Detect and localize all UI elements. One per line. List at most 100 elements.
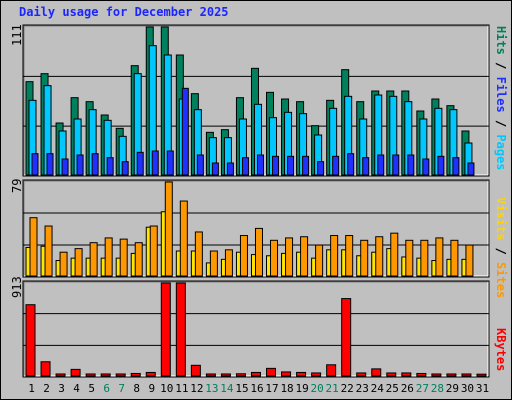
bar-sites-4	[74, 248, 83, 277]
bar-kbytes-31	[476, 373, 487, 377]
bar-kbytes-28	[431, 373, 442, 377]
legend-pages: Pages	[494, 134, 508, 171]
bar-kbytes-4	[70, 368, 81, 377]
bar-sites-1	[29, 217, 38, 277]
day-label-26: 26	[401, 382, 414, 395]
bar-sites-20	[315, 244, 324, 277]
day-label-23: 23	[356, 382, 369, 395]
bar-kbytes-16	[250, 371, 261, 377]
mid-panel-max-label: 79	[10, 178, 24, 193]
bar-kbytes-9	[145, 371, 156, 377]
legend-visits: Visits	[494, 197, 508, 241]
bar-sites-13	[209, 250, 218, 277]
bar-kbytes-23	[356, 372, 367, 377]
bar-kbytes-24	[371, 368, 382, 377]
day-label-20: 20	[311, 382, 324, 395]
day-label-8: 8	[133, 382, 140, 395]
bar-sites-30	[465, 244, 474, 277]
bar-kbytes-2	[40, 361, 51, 377]
bar-pages-10	[166, 150, 174, 176]
bar-pages-28	[437, 155, 445, 176]
bar-pages-21	[332, 155, 340, 176]
day-label-6: 6	[103, 382, 110, 395]
bar-sites-28	[435, 237, 444, 277]
bar-pages-27	[422, 158, 430, 176]
bar-sites-29	[450, 239, 459, 277]
day-label-18: 18	[280, 382, 293, 395]
day-label-22: 22	[341, 382, 354, 395]
day-label-17: 17	[265, 382, 278, 395]
day-label-12: 12	[190, 382, 203, 395]
day-label-4: 4	[73, 382, 80, 395]
bar-sites-8	[134, 242, 143, 277]
top-panel-max-label: 111	[10, 24, 24, 46]
bar-sites-16	[254, 227, 263, 277]
bar-kbytes-12	[190, 364, 201, 377]
bar-pages-11	[181, 87, 189, 176]
bar-sites-19	[300, 236, 309, 277]
legend-sep-2: /	[494, 112, 508, 135]
day-label-19: 19	[295, 382, 308, 395]
bar-pages-12	[196, 154, 204, 176]
bar-kbytes-8	[130, 372, 141, 377]
bar-kbytes-26	[401, 372, 412, 377]
day-label-9: 9	[148, 382, 155, 395]
bar-kbytes-7	[115, 373, 126, 377]
bar-sites-5	[89, 242, 98, 277]
bar-pages-5	[91, 153, 99, 176]
bar-kbytes-15	[235, 373, 246, 377]
bar-pages-19	[302, 155, 310, 176]
bar-kbytes-11	[175, 282, 186, 377]
bar-sites-3	[59, 251, 68, 277]
legend-sep-3: /	[494, 240, 508, 263]
bar-sites-2	[44, 225, 53, 277]
bar-kbytes-17	[266, 367, 277, 377]
bar-sites-12	[194, 231, 203, 277]
bar-pages-2	[46, 153, 54, 176]
bar-sites-14	[224, 249, 233, 277]
bar-kbytes-19	[296, 371, 307, 377]
day-label-1: 1	[28, 382, 35, 395]
bar-pages-1	[31, 153, 39, 176]
bar-sites-26	[405, 239, 414, 277]
day-label-21: 21	[326, 382, 339, 395]
bar-pages-3	[61, 158, 69, 176]
bar-sites-25	[390, 232, 399, 277]
day-label-31: 31	[476, 382, 489, 395]
bar-kbytes-21	[326, 364, 337, 377]
day-label-25: 25	[386, 382, 399, 395]
day-label-5: 5	[88, 382, 95, 395]
bar-sites-21	[330, 235, 339, 277]
bar-kbytes-3	[55, 373, 66, 377]
day-label-14: 14	[220, 382, 234, 395]
bot-panel-max-label: 913	[10, 276, 24, 298]
day-label-2: 2	[43, 382, 50, 395]
bar-pages-25	[392, 154, 400, 176]
day-label-11: 11	[175, 382, 188, 395]
bar-sites-17	[270, 239, 279, 277]
day-label-28: 28	[431, 382, 444, 395]
legend-sep-1: /	[494, 54, 508, 77]
bar-sites-15	[239, 235, 248, 277]
bar-sites-24	[375, 236, 384, 277]
bar-pages-7	[121, 161, 129, 176]
bar-kbytes-27	[416, 372, 427, 377]
bar-kbytes-6	[100, 373, 111, 377]
day-label-16: 16	[250, 382, 263, 395]
bar-pages-20	[317, 161, 325, 176]
day-label-15: 15	[235, 382, 248, 395]
bar-kbytes-20	[311, 372, 322, 377]
mid-panel-legend: Visits / Sites	[494, 197, 508, 298]
bar-pages-8	[136, 151, 144, 176]
bar-pages-18	[287, 155, 295, 176]
bar-sites-7	[119, 238, 128, 277]
bar-sites-9	[149, 225, 158, 277]
legend-hits: Hits	[494, 26, 508, 55]
bot-panel-legend: KBytes	[494, 328, 508, 371]
bar-pages-22	[347, 153, 355, 176]
bar-pages-30	[467, 162, 475, 176]
bar-pages-29	[452, 157, 460, 176]
day-label-13: 13	[205, 382, 218, 395]
bar-sites-6	[104, 237, 113, 277]
